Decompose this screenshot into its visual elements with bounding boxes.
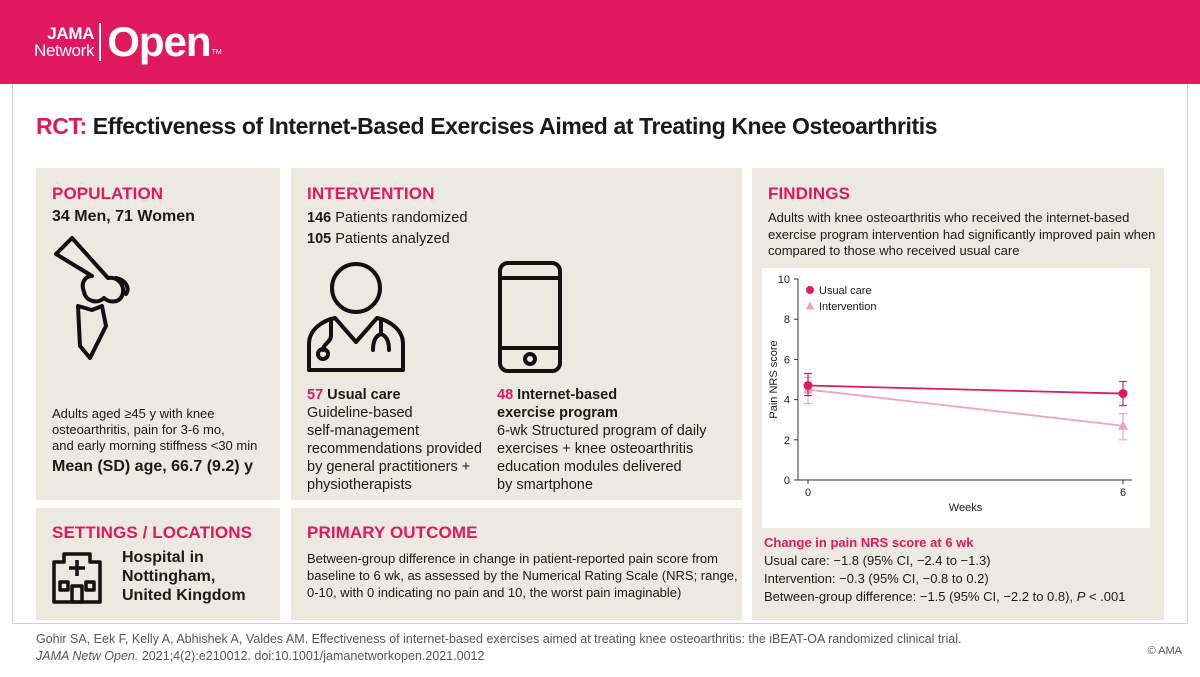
change-heading: Change in pain NRS score at 6 wk <box>764 535 974 550</box>
series-line-1 <box>807 388 1124 427</box>
chart-background <box>762 268 1150 528</box>
internet-program-arm: 48 Internet-based exercise program 6-wk … <box>497 387 707 493</box>
title-text: Effectiveness of Internet-Based Exercise… <box>92 113 938 139</box>
population-age: Mean (SD) age, 66.7 (9.2) y <box>52 458 253 475</box>
citation: Gohir SA, Eek F, Kelly A, Abhishek A, Va… <box>36 632 962 663</box>
outcome-heading: PRIMARY OUTCOME <box>307 523 478 542</box>
smartphone-icon <box>498 261 562 373</box>
y-tick-label: 8 <box>784 314 790 326</box>
population-heading: POPULATION <box>52 184 164 203</box>
data-point <box>1118 420 1128 430</box>
y-tick-label: 2 <box>784 435 790 447</box>
population-criteria: Adults aged ≥45 y with knee osteoarthrit… <box>52 406 258 453</box>
legend-marker <box>806 286 814 294</box>
population-summary: 34 Men, 71 Women <box>52 208 195 225</box>
pain-score-chart: 0 2 4 6 8 10 0 6 Weeks Pain NRS score Usual care In… <box>762 268 1150 528</box>
settings-heading: SETTINGS / LOCATIONS <box>52 523 253 542</box>
y-tick-label: 4 <box>784 395 790 407</box>
legend-label: Intervention <box>819 301 876 313</box>
usual-care-arm: 57 Usual care Guideline-based self-manag… <box>307 387 482 493</box>
page-title: RCT: Effectiveness of Internet-Based Exe… <box>36 113 938 140</box>
change-intervention: Intervention: −0.3 (95% CI, −0.8 to 0.2) <box>764 571 989 586</box>
content-frame <box>12 84 1188 624</box>
logo-divider <box>99 23 102 61</box>
hospital-icon <box>52 552 102 604</box>
title-prefix: RCT: <box>36 113 87 139</box>
findings-summary: Adults with knee osteoarthritis who rece… <box>768 210 1156 258</box>
intervention-heading: INTERVENTION <box>307 184 435 203</box>
physician-icon <box>307 262 405 372</box>
primary-outcome-panel: PRIMARY OUTCOME Between-group difference… <box>291 508 742 620</box>
copyright: © AMA <box>1147 645 1182 657</box>
analyzed-count: 105 Patients analyzed <box>307 231 450 247</box>
knee-joint-icon <box>54 236 130 360</box>
y-axis-label: Pain NRS score <box>768 340 780 418</box>
y-tick-label: 10 <box>778 274 790 286</box>
series-line-0 <box>807 384 1124 395</box>
x-tick-label: 0 <box>805 487 811 499</box>
settings-panel: SETTINGS / LOCATIONS Hospital in Notting… <box>36 508 280 620</box>
logo-jama-text: JAMA <box>47 24 95 43</box>
legend-marker <box>805 301 815 310</box>
y-tick-label: 6 <box>784 354 790 366</box>
header-banner: JAMA Network Open TM <box>0 0 1200 84</box>
settings-location: Hospital in Nottingham, United Kingdom <box>122 549 246 604</box>
change-usual: Usual care: −1.8 (95% CI, −2.4 to −1.3) <box>764 553 991 568</box>
change-summary: Change in pain NRS score at 6 wk Usual c… <box>764 534 1125 606</box>
change-between: Between-group difference: −1.5 (95% CI, … <box>764 589 1126 604</box>
jama-network-open-logo: JAMA Network Open TM <box>34 18 222 65</box>
x-axis-label: Weeks <box>949 502 983 514</box>
logo-network-text: Network <box>34 41 95 60</box>
data-point <box>1118 389 1128 399</box>
x-tick-label: 6 <box>1120 487 1126 499</box>
population-panel: POPULATION 34 Men, 71 Women Adults aged … <box>36 168 280 500</box>
findings-heading: FINDINGS <box>768 184 851 203</box>
y-tick-label: 0 <box>784 475 790 487</box>
data-point <box>803 381 813 391</box>
intervention-panel: INTERVENTION 146 Patients randomized 105… <box>291 168 742 500</box>
logo-open-text: Open <box>107 18 211 65</box>
logo-tm-text: TM <box>211 49 222 56</box>
legend-label: Usual care <box>819 285 872 297</box>
randomized-count: 146 Patients randomized <box>307 210 468 226</box>
outcome-text: Between-group difference in change in pa… <box>307 551 738 600</box>
findings-panel: FINDINGS Adults with knee osteoarthritis… <box>752 168 1164 620</box>
